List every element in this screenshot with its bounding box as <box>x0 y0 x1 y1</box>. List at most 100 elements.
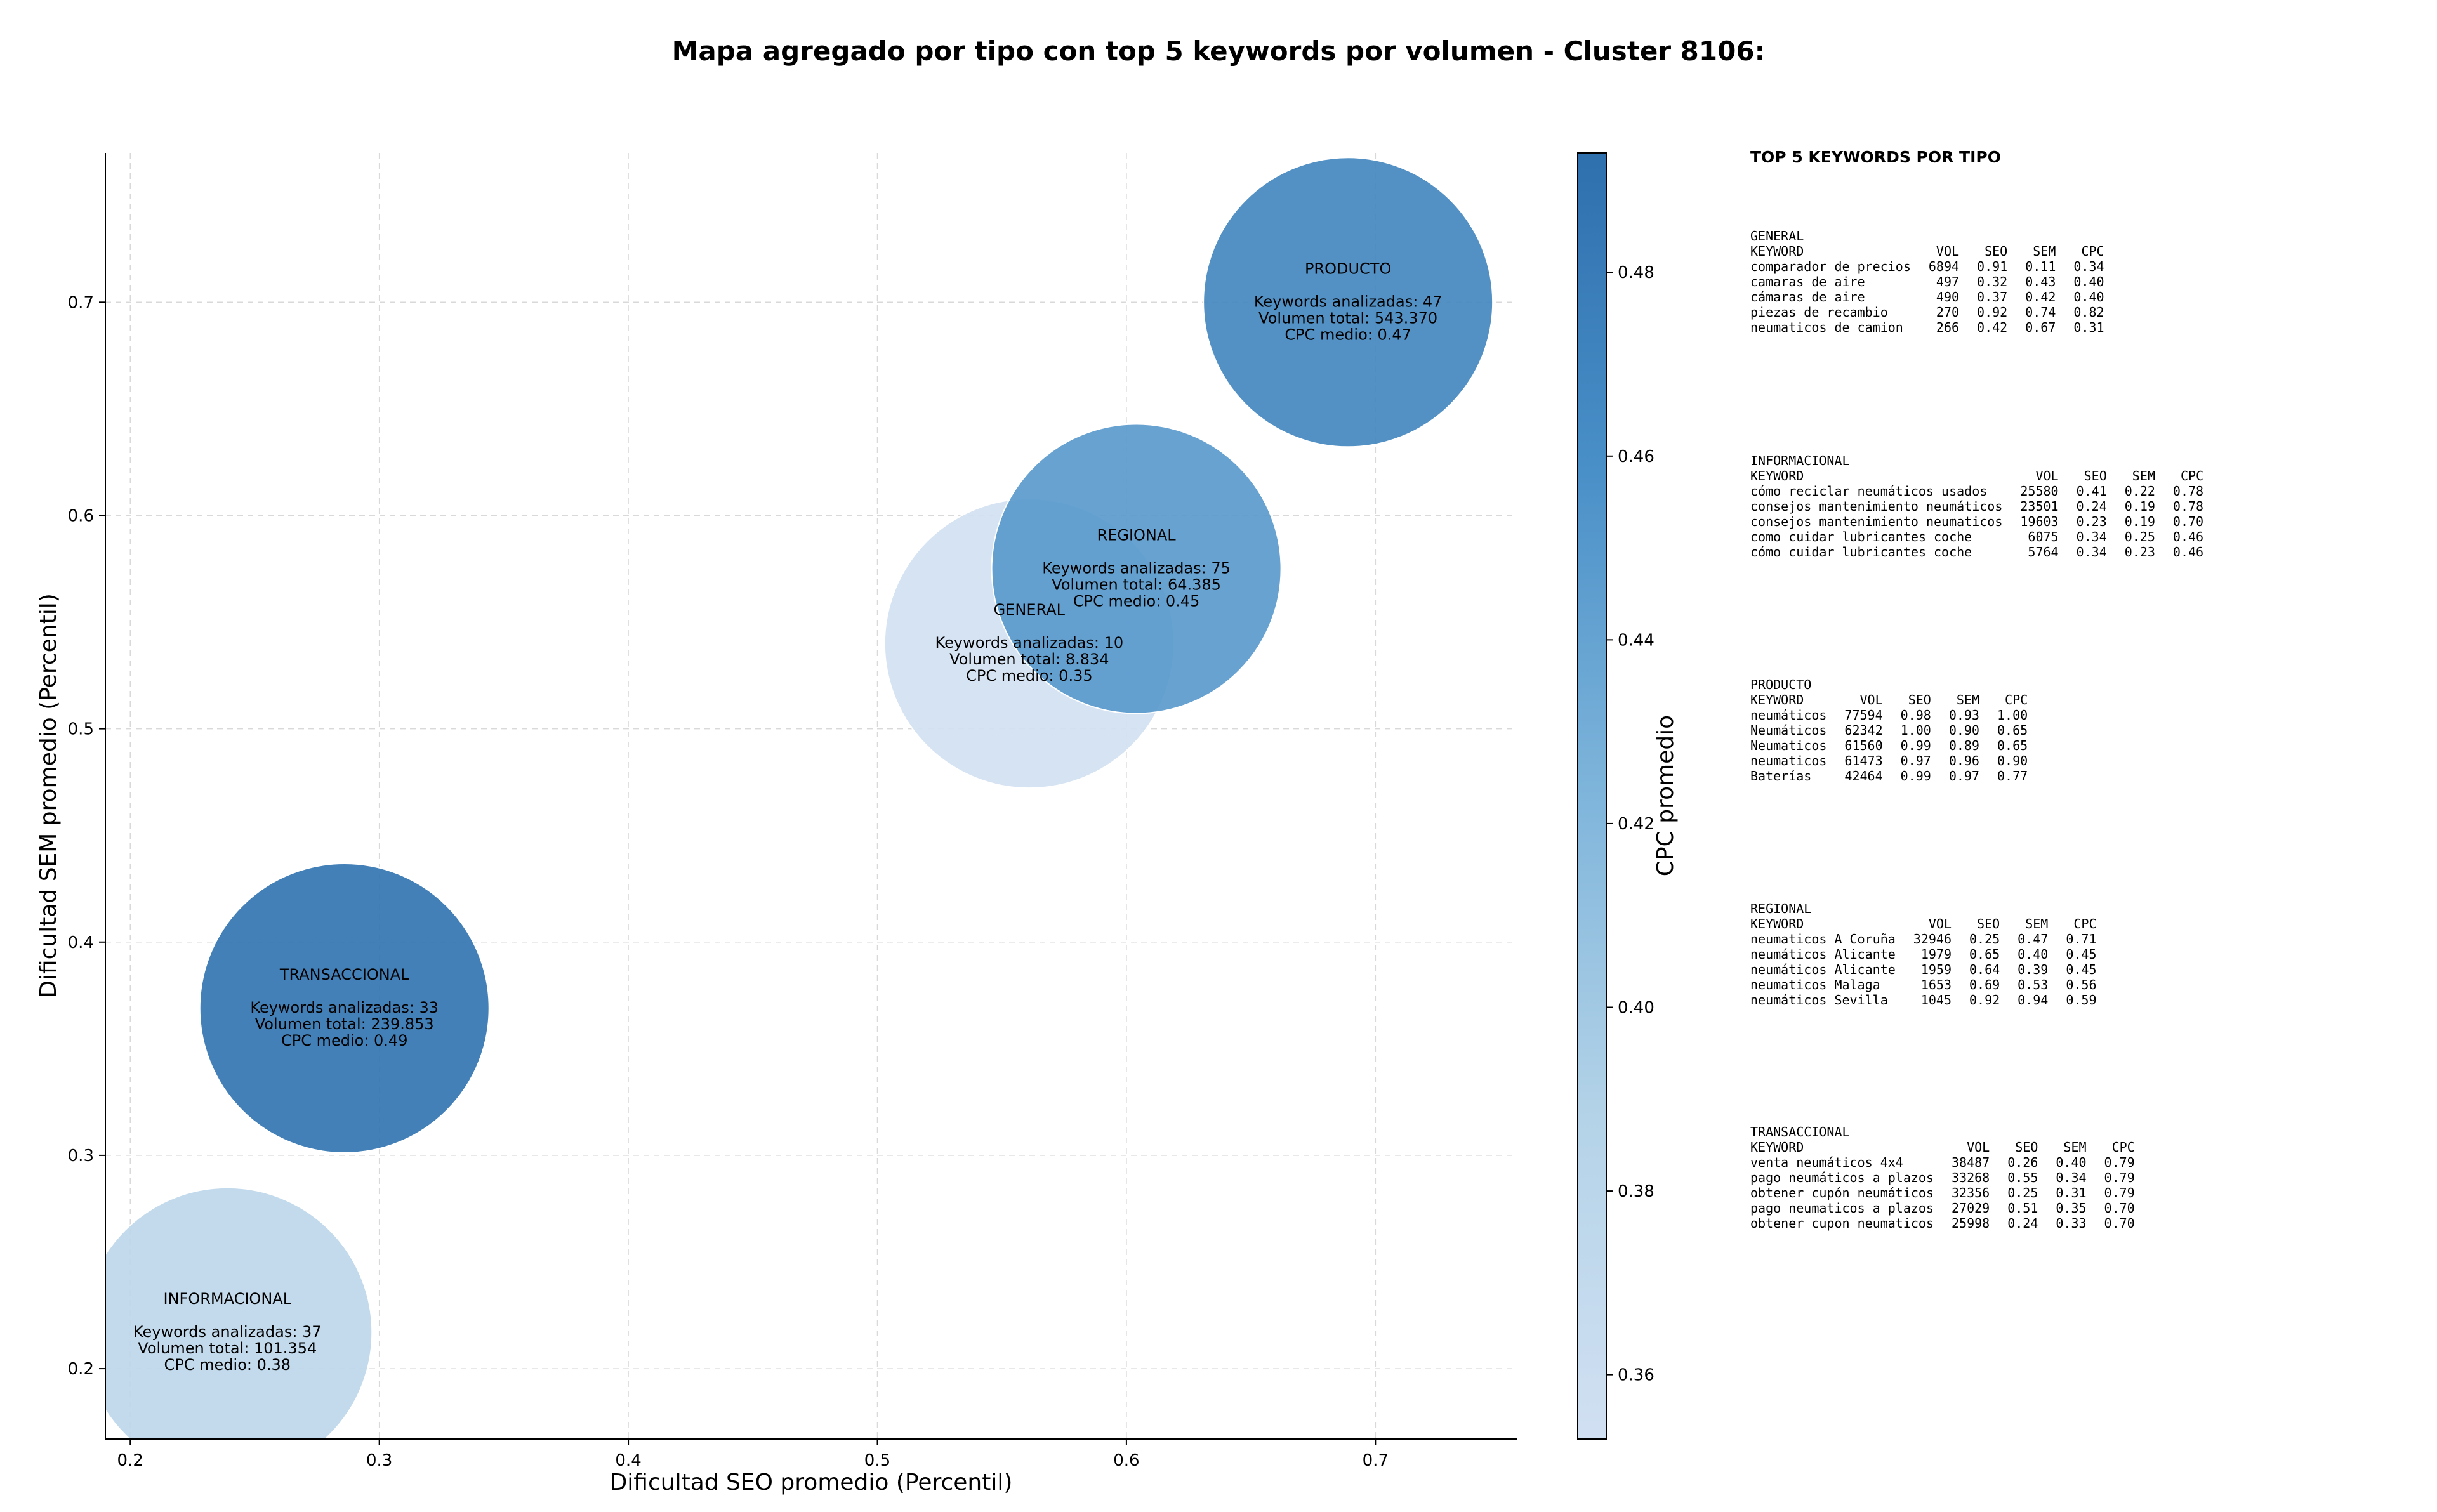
colorbar-gradient <box>1577 152 1607 1440</box>
keyword-cell: cómo reciclar neumáticos usados <box>1750 483 1988 499</box>
metric-cell: 23501 <box>2020 499 2059 514</box>
column-header: SEM <box>2132 468 2155 483</box>
bubble-producto <box>1203 157 1494 448</box>
bubble-transaccional <box>199 862 490 1154</box>
column-header: VOL <box>1936 244 1960 259</box>
column-header: CPC <box>2111 1140 2135 1155</box>
metric-cell: 266 <box>1936 320 1960 335</box>
bubble-label-transaccional: TRANSACCIONAL Keywords analizadas: 33Volu… <box>250 966 439 1049</box>
metric-cell: 0.31 <box>2073 320 2104 335</box>
keyword-table: KEYWORD VOL SEO SEM CPC neumaticos A Coruña 32… <box>1750 916 2097 1008</box>
y-tick-label: 0.4 <box>68 933 94 952</box>
metric-cell: 0.89 <box>1948 738 1979 753</box>
keyword-row: neumáticos Sevilla 1045 0.92 0.94 0.59 <box>1750 992 2097 1008</box>
metric-cell: 0.67 <box>2025 320 2056 335</box>
metric-cell: 0.96 <box>1948 753 1979 768</box>
keyword-row: Neumaticos 61560 0.99 0.89 0.65 <box>1750 738 2028 753</box>
keyword-row: neumaticos 61473 0.97 0.96 0.90 <box>1750 753 2028 768</box>
metric-cell: 0.97 <box>1948 768 1979 784</box>
keyword-group-name: PRODUCTO <box>1750 677 1812 692</box>
metric-cell: 0.33 <box>2056 1216 2087 1231</box>
keyword-table-header: KEYWORD VOL SEO SEM CPC <box>1750 468 2203 483</box>
metric-cell: 77594 <box>1844 707 1883 723</box>
y-tick-label: 0.7 <box>68 293 94 312</box>
metric-cell: 0.34 <box>2076 544 2107 560</box>
keyword-cell: como cuidar lubricantes coche <box>1750 529 1972 544</box>
keyword-cell: piezas de recambio <box>1750 305 1888 320</box>
column-header: SEO <box>1977 916 2000 931</box>
metric-cell: 0.70 <box>2172 514 2204 529</box>
keyword-cell: consejos mantenimiento neumáticos <box>1750 499 2003 514</box>
keyword-row: consejos mantenimiento neumáticos 23501 0.… <box>1750 499 2203 514</box>
keyword-row: como cuidar lubricantes coche 6075 0.34 0.2… <box>1750 529 2203 544</box>
metric-cell: 0.78 <box>2172 483 2204 499</box>
metric-cell: 0.71 <box>2066 931 2097 947</box>
metric-cell: 0.70 <box>2104 1216 2135 1231</box>
metric-cell: 0.42 <box>2025 289 2056 305</box>
metric-cell: 0.37 <box>1977 289 2008 305</box>
keyword-row: neumáticos Alicante 1959 0.64 0.39 0.45 <box>1750 962 2097 977</box>
keyword-cell: comparador de precios <box>1750 259 1911 274</box>
metric-cell: 0.40 <box>2056 1155 2087 1170</box>
metric-cell: 42464 <box>1844 768 1883 784</box>
metric-cell: 0.39 <box>2018 962 2049 977</box>
metric-cell: 0.24 <box>2007 1216 2038 1231</box>
keyword-group-informacional: INFORMACIONAL KEYWORD VOL SEO SEM CPC cómo rec… <box>1750 453 2203 560</box>
keyword-table-header: KEYWORD VOL SEO SEM CPC <box>1750 244 2104 259</box>
metric-cell: 0.74 <box>2025 305 2056 320</box>
metric-cell: 0.35 <box>2056 1200 2087 1216</box>
y-tick-label: 0.6 <box>68 506 94 525</box>
keyword-cell: Baterías <box>1750 768 1812 784</box>
metric-cell: 270 <box>1936 305 1960 320</box>
metric-cell: 0.40 <box>2018 947 2049 962</box>
bubble-stat: Keywords analizadas: 47 <box>1254 293 1443 310</box>
y-tick-label: 0.2 <box>68 1360 94 1379</box>
metric-cell: 0.79 <box>2104 1155 2135 1170</box>
column-header: SEM <box>1956 692 1979 707</box>
keyword-group-name: GENERAL <box>1750 228 1804 244</box>
metric-cell: 0.69 <box>1969 977 2000 992</box>
x-tick-label: 0.3 <box>366 1451 392 1470</box>
metric-cell: 38487 <box>1951 1155 1990 1170</box>
column-header: CPC <box>2073 916 2097 931</box>
keyword-cell: neumaticos <box>1750 753 1827 768</box>
metric-cell: 0.70 <box>2104 1200 2135 1216</box>
bubble-name: PRODUCTO <box>1305 260 1391 277</box>
metric-cell: 0.32 <box>1977 274 2008 289</box>
metric-cell: 0.79 <box>2104 1185 2135 1200</box>
metric-cell: 1.00 <box>1997 707 2028 723</box>
keyword-row: neumáticos 77594 0.98 0.93 1.00 <box>1750 707 2028 723</box>
bubble-stat: CPC medio: 0.35 <box>966 667 1093 685</box>
column-header: KEYWORD <box>1750 692 1804 707</box>
column-header: SEO <box>2015 1140 2038 1155</box>
metric-cell: 0.40 <box>2073 274 2104 289</box>
metric-cell: 0.47 <box>2018 931 2049 947</box>
metric-cell: 6075 <box>2028 529 2059 544</box>
metric-cell: 33268 <box>1951 1170 1990 1185</box>
keyword-group-name: REGIONAL <box>1750 901 1812 916</box>
colorbar-tick-label: 0.48 <box>1618 263 1654 282</box>
column-header: SEM <box>2025 916 2049 931</box>
column-header: SEM <box>2063 1140 2087 1155</box>
metric-cell: 0.45 <box>2066 962 2097 977</box>
keyword-row: obtener cupón neumáticos 32356 0.25 0.31 0.7… <box>1750 1185 2135 1200</box>
metric-cell: 19603 <box>2020 514 2059 529</box>
colorbar-tick-label: 0.46 <box>1618 447 1654 466</box>
bubble-stat: CPC medio: 0.38 <box>164 1356 291 1374</box>
keyword-cell: Neumáticos <box>1750 723 1827 738</box>
column-header: SEO <box>2084 468 2107 483</box>
metric-cell: 0.34 <box>2076 529 2107 544</box>
bubble-name: REGIONAL <box>1097 526 1177 544</box>
keyword-cell: neumáticos Alicante <box>1750 962 1896 977</box>
metric-cell: 0.92 <box>1969 992 2000 1008</box>
keyword-cell: neumaticos de camion <box>1750 320 1903 335</box>
keyword-group-producto: PRODUCTO KEYWORD VOL SEO SEM CPC neumáticos 775… <box>1750 677 2028 784</box>
metric-cell: 0.82 <box>2073 305 2104 320</box>
column-header: KEYWORD <box>1750 244 1804 259</box>
keyword-cell: obtener cupon neumaticos <box>1750 1216 1934 1231</box>
metric-cell: 0.65 <box>1969 947 2000 962</box>
metric-cell: 0.19 <box>2124 499 2155 514</box>
x-tick-label: 0.4 <box>615 1451 641 1470</box>
